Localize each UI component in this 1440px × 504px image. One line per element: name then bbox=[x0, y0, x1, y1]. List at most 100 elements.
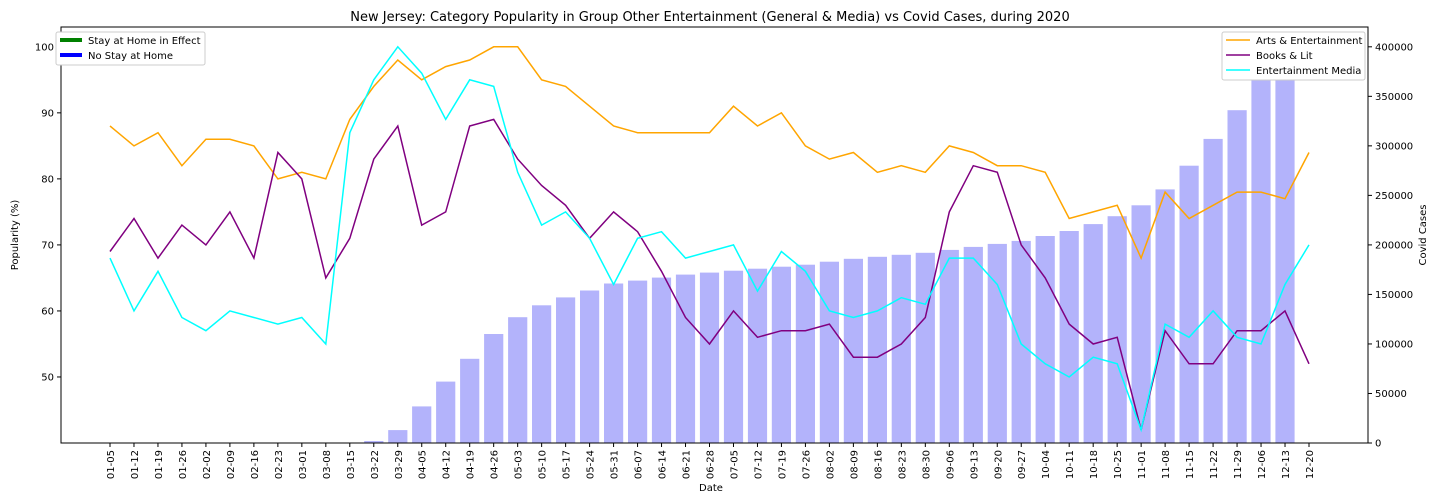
x-tick-label: 12-20 bbox=[1305, 450, 1316, 479]
covid-bar bbox=[1251, 78, 1271, 443]
covid-bar bbox=[460, 358, 480, 443]
plot-frame bbox=[60, 26, 1369, 444]
x-tick-label: 08-16 bbox=[873, 450, 884, 479]
x-tick-label: 09-27 bbox=[1017, 450, 1028, 479]
covid-bar bbox=[364, 441, 384, 443]
x-tick-label: 05-03 bbox=[514, 450, 525, 479]
x-tick-label: 09-06 bbox=[945, 450, 956, 479]
covid-bar bbox=[1227, 110, 1247, 443]
covid-bar bbox=[843, 258, 863, 443]
x-tick-label: 01-26 bbox=[178, 450, 189, 479]
x-tick-label: 04-12 bbox=[442, 450, 453, 479]
x-tick-label: 11-22 bbox=[1209, 450, 1220, 479]
chart-title: New Jersey: Category Popularity in Group… bbox=[350, 10, 1069, 25]
y-right-tick-label: 150000 bbox=[1375, 290, 1413, 301]
x-tick-label: 02-09 bbox=[226, 450, 237, 479]
covid-bar bbox=[1059, 231, 1079, 443]
covid-bar bbox=[915, 252, 935, 443]
x-tick-label: 03-08 bbox=[322, 450, 333, 479]
legend-label-media: Entertainment Media bbox=[1256, 66, 1361, 77]
covid-bar bbox=[628, 280, 648, 443]
series-line-0 bbox=[109, 46, 1310, 261]
x-tick-label: 04-05 bbox=[418, 450, 429, 479]
x-tick-label: 04-19 bbox=[466, 450, 477, 479]
y-right-tick-label: 200000 bbox=[1375, 240, 1413, 251]
y-left-tick-label: 90 bbox=[41, 108, 54, 119]
x-tick-label: 07-12 bbox=[754, 450, 765, 479]
x-axis-label: Date bbox=[699, 483, 723, 494]
x-tick-label: 08-09 bbox=[849, 450, 860, 479]
x-tick-label: 04-26 bbox=[490, 450, 501, 479]
covid-bar bbox=[963, 246, 983, 443]
x-tick-label: 09-13 bbox=[969, 450, 980, 479]
legend-label-no-stay: No Stay at Home bbox=[88, 51, 173, 62]
legend-right-box bbox=[1221, 31, 1366, 81]
covid-bar bbox=[1203, 138, 1223, 443]
covid-bar bbox=[436, 381, 456, 443]
x-tick-label: 07-19 bbox=[777, 450, 788, 479]
y-right-tick-label: 0 bbox=[1375, 439, 1381, 450]
covid-bar bbox=[939, 249, 959, 443]
legend-label-books: Books & Lit bbox=[1256, 51, 1313, 62]
covid-bar bbox=[867, 256, 887, 443]
covid-bar bbox=[532, 305, 552, 443]
y-left-tick-label: 60 bbox=[41, 306, 54, 317]
x-tick-label: 02-16 bbox=[250, 450, 261, 479]
covid-bar bbox=[1131, 205, 1151, 443]
covid-bar bbox=[1155, 189, 1175, 443]
y-right-tick-label: 100000 bbox=[1375, 340, 1413, 351]
lines-layer bbox=[109, 45, 1310, 433]
legend-stay-at-home: Stay at Home in Effect No Stay at Home bbox=[55, 31, 206, 66]
series-line-2 bbox=[109, 45, 1310, 433]
x-tick-label: 10-18 bbox=[1089, 450, 1100, 479]
x-tick-label: 08-30 bbox=[921, 450, 932, 479]
covid-bar bbox=[388, 430, 408, 443]
covid-bar bbox=[484, 334, 504, 443]
x-tick-label: 10-25 bbox=[1113, 450, 1124, 479]
x-tick-label: 05-10 bbox=[538, 450, 549, 479]
covid-bar bbox=[699, 272, 720, 443]
x-tick-label: 01-19 bbox=[154, 450, 165, 479]
covid-bar bbox=[604, 283, 624, 443]
covid-bar bbox=[1011, 240, 1031, 443]
x-tick-label: 06-28 bbox=[706, 450, 717, 479]
covid-bar bbox=[987, 243, 1007, 443]
covid-bar bbox=[1275, 46, 1295, 444]
x-tick-label: 07-26 bbox=[801, 450, 812, 479]
y-right-tick-label: 400000 bbox=[1375, 42, 1413, 53]
x-tick-label: 07-05 bbox=[730, 450, 741, 479]
y-left-tick-label: 80 bbox=[41, 174, 54, 185]
covid-bar bbox=[412, 406, 432, 443]
covid-bar bbox=[1107, 216, 1127, 443]
x-tick-label: 01-12 bbox=[130, 450, 141, 479]
covid-bar bbox=[795, 264, 815, 443]
legend-label-arts: Arts & Entertainment bbox=[1256, 36, 1362, 47]
covid-bar bbox=[580, 290, 600, 443]
covid-bar bbox=[1179, 165, 1199, 443]
x-tick-label: 06-21 bbox=[682, 450, 693, 479]
x-tick-label: 03-29 bbox=[394, 450, 405, 479]
covid-bar bbox=[819, 261, 839, 443]
legend-series: Arts & Entertainment Books & Lit Enterta… bbox=[1221, 31, 1366, 81]
y-axis-left: 50 60 70 80 90 100 bbox=[35, 42, 61, 384]
x-tick-label: 05-24 bbox=[586, 450, 597, 479]
covid-bar bbox=[771, 266, 791, 443]
x-tick-label: 05-17 bbox=[562, 450, 573, 479]
covid-bar bbox=[747, 268, 768, 443]
x-tick-label: 11-15 bbox=[1185, 450, 1196, 479]
y-left-tick-label: 100 bbox=[35, 42, 54, 53]
y-left-tick-label: 70 bbox=[41, 240, 54, 251]
covid-bar bbox=[675, 274, 696, 443]
x-tick-label: 06-14 bbox=[658, 450, 669, 479]
covid-bar bbox=[723, 270, 744, 443]
series-line-1 bbox=[109, 118, 1310, 430]
x-tick-label: 05-31 bbox=[610, 450, 621, 479]
x-tick-label: 02-02 bbox=[202, 450, 213, 479]
x-tick-label: 10-11 bbox=[1065, 450, 1076, 479]
covid-bar bbox=[651, 277, 672, 443]
y-axis-right-label: Covid Cases bbox=[1418, 204, 1429, 265]
bars-layer bbox=[364, 46, 1295, 444]
y-right-tick-label: 250000 bbox=[1375, 191, 1413, 202]
legend-left-box bbox=[55, 31, 206, 66]
